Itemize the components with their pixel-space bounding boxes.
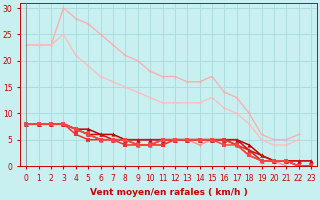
- X-axis label: Vent moyen/en rafales ( km/h ): Vent moyen/en rafales ( km/h ): [90, 188, 248, 197]
